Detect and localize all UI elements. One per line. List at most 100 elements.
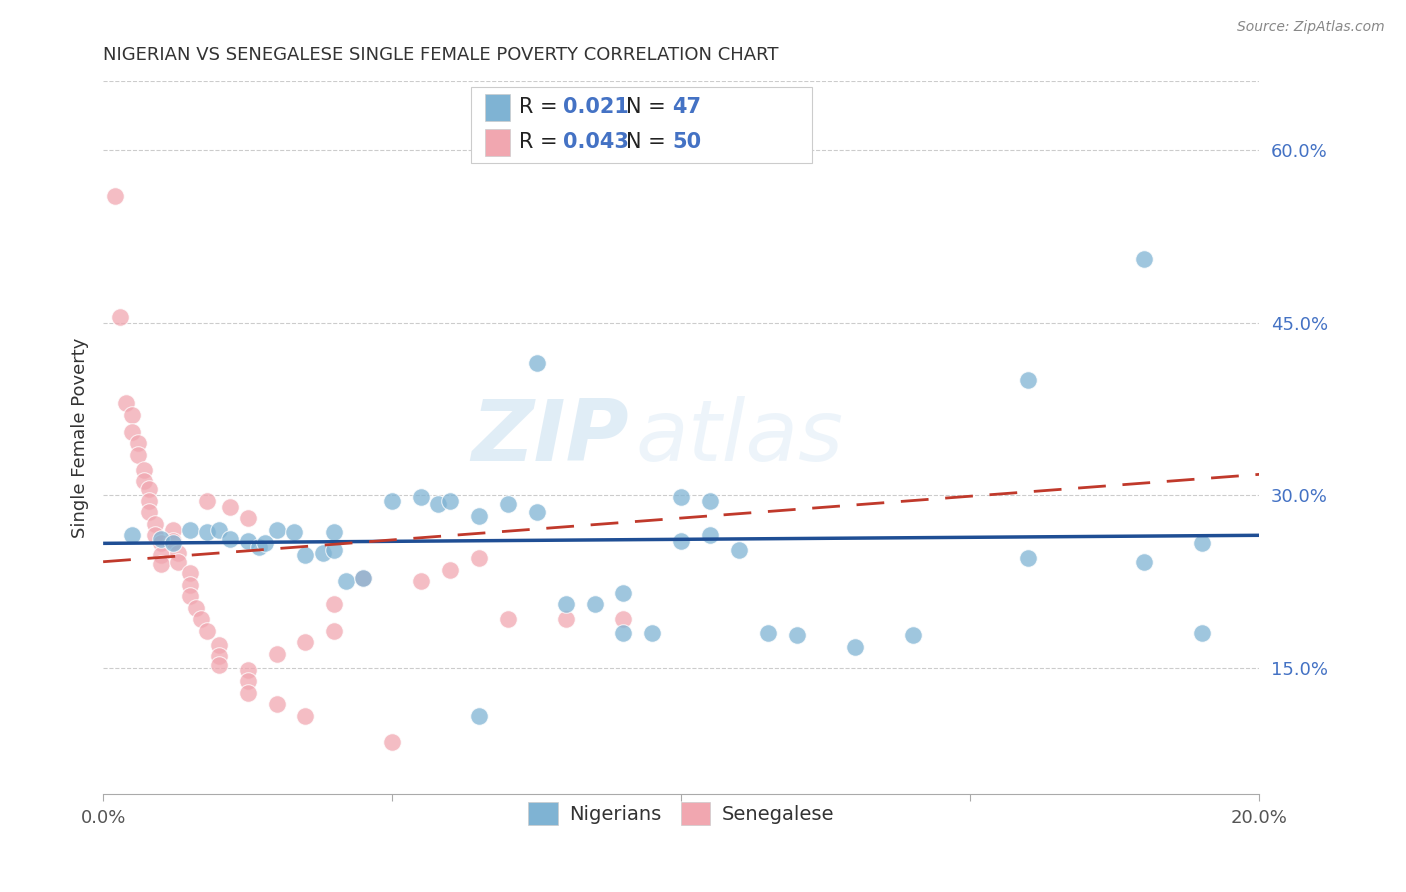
Point <box>219 532 242 546</box>
Point <box>612 586 634 600</box>
Point <box>104 189 127 203</box>
Point <box>110 310 132 324</box>
Point <box>208 648 231 663</box>
Point <box>612 626 634 640</box>
Bar <box>485 129 510 156</box>
Text: Source: ZipAtlas.com: Source: ZipAtlas.com <box>1237 20 1385 34</box>
Point <box>352 571 374 585</box>
Point <box>612 612 634 626</box>
Point <box>1191 626 1213 640</box>
Point <box>1133 555 1156 569</box>
Point <box>411 491 433 505</box>
Point <box>236 674 259 689</box>
Point <box>411 574 433 589</box>
Point <box>468 508 491 523</box>
Point <box>901 628 924 642</box>
Point <box>352 571 374 585</box>
Point <box>427 497 450 511</box>
Point <box>121 408 143 422</box>
Point <box>149 536 172 550</box>
Point <box>786 628 808 642</box>
Point <box>554 612 576 626</box>
Point <box>756 626 779 640</box>
Text: R =: R = <box>519 132 565 153</box>
Point <box>236 686 259 700</box>
Point <box>439 563 461 577</box>
Point <box>179 578 201 592</box>
Text: N =: N = <box>626 132 672 153</box>
Point <box>121 528 143 542</box>
Bar <box>485 94 510 121</box>
Point <box>699 528 721 542</box>
Point <box>728 543 751 558</box>
Point <box>699 493 721 508</box>
Point <box>179 523 201 537</box>
Point <box>138 483 160 497</box>
Point <box>149 557 172 571</box>
Point <box>323 543 346 558</box>
Point <box>179 589 201 603</box>
Y-axis label: Single Female Poverty: Single Female Poverty <box>72 337 89 538</box>
Point <box>381 493 404 508</box>
Point <box>526 356 548 370</box>
Point <box>496 497 519 511</box>
FancyBboxPatch shape <box>471 87 813 163</box>
Point <box>468 551 491 566</box>
Point <box>1017 551 1039 566</box>
Point <box>208 638 231 652</box>
Point <box>439 493 461 508</box>
Legend: Nigerians, Senegalese: Nigerians, Senegalese <box>519 792 844 834</box>
Point <box>138 493 160 508</box>
Point <box>208 658 231 673</box>
Point <box>195 624 218 638</box>
Point <box>266 698 288 712</box>
Point <box>671 491 693 505</box>
Point <box>641 626 664 640</box>
Point <box>167 555 190 569</box>
Point <box>253 536 276 550</box>
Text: 50: 50 <box>672 132 702 153</box>
Point <box>266 647 288 661</box>
Text: R =: R = <box>519 97 565 118</box>
Point <box>115 396 138 410</box>
Point <box>294 548 316 562</box>
Point <box>132 475 155 489</box>
Point <box>208 523 231 537</box>
Point <box>294 635 316 649</box>
Point <box>283 524 305 539</box>
Point <box>844 640 866 654</box>
Point <box>132 463 155 477</box>
Point <box>526 505 548 519</box>
Point <box>195 524 218 539</box>
Point <box>1133 252 1156 267</box>
Point <box>554 597 576 611</box>
Point <box>143 516 166 531</box>
Text: N =: N = <box>626 97 672 118</box>
Point <box>496 612 519 626</box>
Point <box>335 574 357 589</box>
Point <box>247 540 270 554</box>
Point <box>127 436 149 450</box>
Text: atlas: atlas <box>636 396 844 479</box>
Text: 0.021: 0.021 <box>564 97 630 118</box>
Point <box>121 425 143 439</box>
Point <box>138 505 160 519</box>
Text: NIGERIAN VS SENEGALESE SINGLE FEMALE POVERTY CORRELATION CHART: NIGERIAN VS SENEGALESE SINGLE FEMALE POV… <box>103 46 779 64</box>
Point <box>468 709 491 723</box>
Text: 0.043: 0.043 <box>564 132 630 153</box>
Point <box>149 548 172 562</box>
Point <box>127 448 149 462</box>
Point <box>583 597 606 611</box>
Point <box>671 534 693 549</box>
Point <box>323 524 346 539</box>
Point <box>266 523 288 537</box>
Point <box>381 735 404 749</box>
Text: 47: 47 <box>672 97 702 118</box>
Point <box>236 534 259 549</box>
Text: ZIP: ZIP <box>471 396 630 479</box>
Point <box>149 532 172 546</box>
Point <box>143 528 166 542</box>
Point <box>190 612 212 626</box>
Point <box>1017 373 1039 387</box>
Point <box>323 624 346 638</box>
